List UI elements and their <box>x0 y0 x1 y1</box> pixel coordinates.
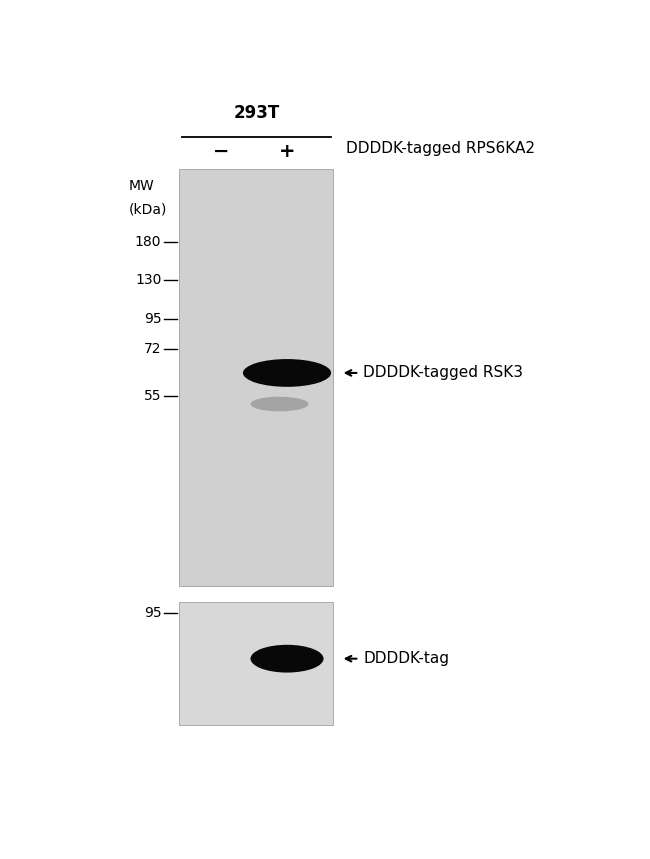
Text: (kDa): (kDa) <box>129 203 168 216</box>
Bar <box>179 169 333 586</box>
Bar <box>179 602 333 725</box>
Text: DDDDK-tagged RSK3: DDDDK-tagged RSK3 <box>363 365 523 381</box>
Text: 95: 95 <box>144 606 161 620</box>
Ellipse shape <box>250 645 324 673</box>
Text: 95: 95 <box>144 312 161 326</box>
Text: DDDDK-tag: DDDDK-tag <box>363 651 449 667</box>
Text: 72: 72 <box>144 342 161 356</box>
Text: 55: 55 <box>144 389 161 404</box>
Text: −: − <box>213 142 229 161</box>
Ellipse shape <box>250 397 309 411</box>
Text: 130: 130 <box>135 272 161 287</box>
Text: +: + <box>279 142 295 161</box>
Text: DDDDK-tagged RPS6KA2: DDDDK-tagged RPS6KA2 <box>346 141 535 155</box>
Text: 293T: 293T <box>233 104 280 122</box>
Text: 180: 180 <box>135 235 161 249</box>
Ellipse shape <box>243 359 331 387</box>
Text: MW: MW <box>129 180 155 193</box>
